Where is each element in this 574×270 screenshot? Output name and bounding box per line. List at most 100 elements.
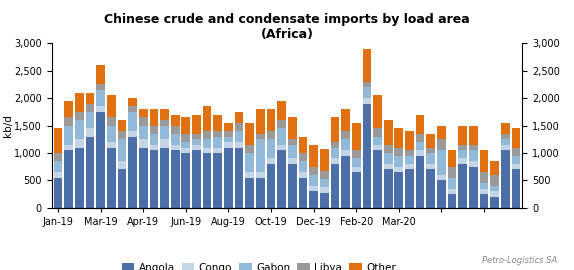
Bar <box>149 134 158 145</box>
Bar <box>192 114 201 134</box>
Bar <box>298 172 307 178</box>
Bar <box>171 126 180 134</box>
Bar <box>363 98 371 104</box>
Bar <box>277 120 286 128</box>
Bar <box>203 153 211 208</box>
Bar <box>448 178 456 189</box>
Y-axis label: kb/d: kb/d <box>3 114 13 137</box>
Bar <box>288 145 297 158</box>
Bar <box>363 49 371 82</box>
Bar <box>181 134 190 142</box>
Bar <box>416 156 425 208</box>
Bar <box>192 134 201 139</box>
Bar <box>288 117 297 139</box>
Bar <box>341 139 350 150</box>
Bar <box>298 178 307 208</box>
Text: Petro-Logistics SA: Petro-Logistics SA <box>482 256 557 265</box>
Bar <box>298 137 307 153</box>
Bar <box>256 134 265 139</box>
Legend: Angola, Congo, Gabon, Libya, Other: Angola, Congo, Gabon, Libya, Other <box>118 259 400 270</box>
Bar <box>214 153 222 208</box>
Bar <box>86 112 94 128</box>
Bar <box>469 161 478 167</box>
Bar <box>224 137 233 142</box>
Bar <box>96 90 105 106</box>
Bar <box>394 147 403 156</box>
Bar <box>501 145 510 150</box>
Bar <box>480 183 488 189</box>
Bar <box>171 134 180 145</box>
Bar <box>405 131 414 150</box>
Bar <box>320 171 329 179</box>
Bar <box>64 150 73 208</box>
Bar <box>448 150 456 167</box>
Bar <box>490 197 499 208</box>
Bar <box>128 131 137 137</box>
Bar <box>469 126 478 145</box>
Bar <box>224 147 233 208</box>
Bar <box>437 150 446 175</box>
Bar <box>320 193 329 208</box>
Bar <box>426 147 435 153</box>
Bar <box>139 117 148 126</box>
Bar <box>149 145 158 150</box>
Bar <box>160 109 169 120</box>
Bar <box>96 112 105 208</box>
Bar <box>86 93 94 104</box>
Bar <box>256 172 265 178</box>
Bar <box>203 147 211 153</box>
Bar <box>149 109 158 126</box>
Bar <box>214 137 222 147</box>
Bar <box>373 145 382 150</box>
Bar <box>107 117 115 126</box>
Bar <box>373 128 382 137</box>
Bar <box>501 123 510 134</box>
Bar <box>245 172 254 178</box>
Bar <box>118 161 126 170</box>
Bar <box>373 137 382 145</box>
Bar <box>288 158 297 164</box>
Bar <box>214 131 222 137</box>
Bar <box>192 145 201 150</box>
Bar <box>459 164 467 208</box>
Bar <box>139 126 148 139</box>
Bar <box>64 117 73 126</box>
Bar <box>373 95 382 128</box>
Bar <box>107 142 115 147</box>
Bar <box>352 172 360 208</box>
Bar <box>267 139 276 158</box>
Bar <box>75 139 84 147</box>
Title: Chinese crude and condensate imports by load area
(Africa): Chinese crude and condensate imports by … <box>104 13 470 41</box>
Bar <box>235 131 243 142</box>
Bar <box>501 139 510 145</box>
Bar <box>54 161 63 172</box>
Bar <box>277 145 286 150</box>
Bar <box>459 150 467 158</box>
Bar <box>107 147 115 208</box>
Bar <box>490 175 499 186</box>
Bar <box>416 142 425 150</box>
Bar <box>298 153 307 161</box>
Bar <box>288 139 297 145</box>
Bar <box>480 194 488 208</box>
Bar <box>384 153 393 164</box>
Bar <box>245 145 254 153</box>
Bar <box>384 164 393 170</box>
Bar <box>501 150 510 208</box>
Bar <box>171 145 180 150</box>
Bar <box>309 191 318 208</box>
Bar <box>245 178 254 208</box>
Bar <box>128 112 137 131</box>
Bar <box>363 82 371 87</box>
Bar <box>267 131 276 139</box>
Bar <box>437 139 446 150</box>
Bar <box>118 139 126 161</box>
Bar <box>426 153 435 164</box>
Bar <box>107 95 115 117</box>
Bar <box>171 114 180 126</box>
Bar <box>448 189 456 194</box>
Bar <box>256 109 265 134</box>
Bar <box>352 167 360 172</box>
Bar <box>107 126 115 142</box>
Bar <box>394 156 403 167</box>
